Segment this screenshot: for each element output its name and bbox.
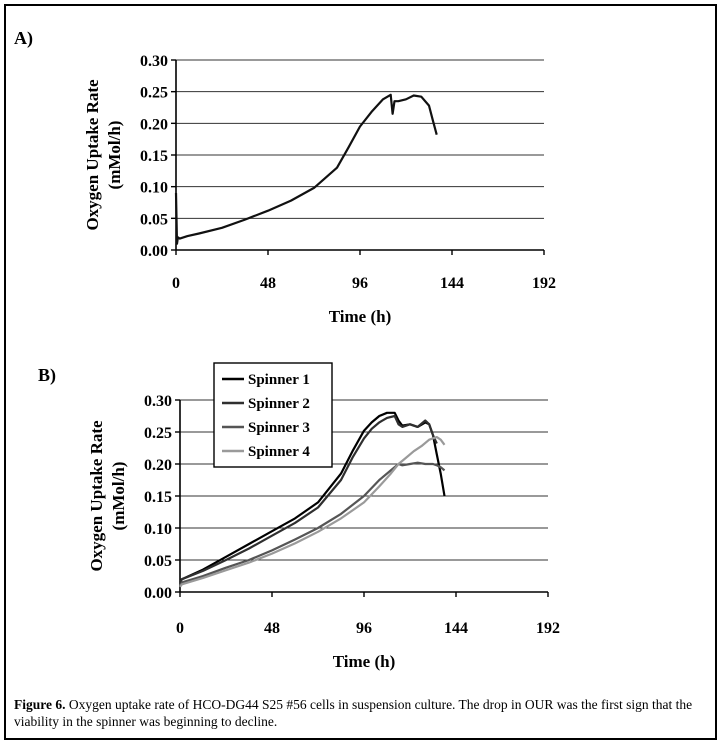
- chart-panel-a: A) 0.00 0.05 0.10 0.15 0.20 0.25 0.30 0 48 96 144 19…: [14, 28, 556, 326]
- x-tick-label: 144: [440, 275, 464, 292]
- y-axis-title: Oxygen Uptake Rate: [87, 420, 106, 572]
- legend-label: Spinner 4: [248, 444, 310, 460]
- x-tick-label: 0: [176, 620, 184, 637]
- series-line-1: [174, 93, 438, 245]
- legend-box: [213, 362, 333, 468]
- x-axis-title: Time (h): [329, 307, 392, 326]
- y-tick-label: 0.15: [144, 489, 172, 506]
- figure-frame: [4, 4, 717, 740]
- y-tick-label: 0.05: [140, 211, 168, 228]
- y-axis-title-group: Oxygen Uptake Rate (mMol/h): [87, 420, 128, 572]
- y-tick-label: 0.10: [144, 521, 172, 538]
- legend-label: Spinner 2: [248, 396, 310, 412]
- legend-label: Spinner 3: [248, 420, 310, 436]
- panel-label: B): [38, 365, 56, 386]
- y-tick-label: 0.20: [140, 116, 168, 133]
- figure-caption: Figure 6. Oxygen uptake rate of HCO-DG44…: [14, 696, 704, 730]
- y-tick-label: 0.00: [140, 243, 168, 260]
- y-tick-label: 0.15: [140, 148, 168, 165]
- y-axis-title-group: Oxygen Uptake Rate (mMol/h): [83, 79, 124, 231]
- x-tick-label: 0: [172, 275, 180, 292]
- series-line-spinner-4: [179, 436, 446, 588]
- x-tick-label: 48: [260, 275, 276, 292]
- y-axis-unit: (mMol/h): [109, 462, 128, 531]
- x-axis-title: Time (h): [333, 652, 396, 671]
- x-tick-label: 144: [444, 620, 468, 637]
- caption-text: Oxygen uptake rate of HCO-DG44 S25 #56 c…: [14, 697, 693, 729]
- legend-label: Spinner 1: [248, 372, 310, 388]
- y-tick-label: 0.10: [140, 180, 168, 197]
- y-axis-title: Oxygen Uptake Rate: [83, 79, 102, 231]
- y-tick-label: 0.30: [140, 53, 168, 70]
- series-line-spinner-2: [179, 414, 438, 583]
- x-tick-label: 96: [352, 275, 368, 292]
- x-tick-label: 96: [356, 620, 372, 637]
- y-axis-unit: (mMol/h): [105, 121, 124, 190]
- y-tick-label: 0.25: [140, 85, 168, 102]
- x-tick-label: 48: [264, 620, 280, 637]
- x-tick-label: 192: [536, 620, 560, 637]
- x-tick-label: 192: [532, 275, 556, 292]
- series-line-spinner-3: [179, 461, 446, 587]
- y-tick-label: 0.05: [144, 553, 172, 570]
- y-tick-label: 0.20: [144, 457, 172, 474]
- y-tick-label: 0.00: [144, 585, 172, 602]
- panel-label: A): [14, 28, 33, 49]
- chart-panel-b: B) 0.00 0.05 0.10 0.15 0.20 0.25 0.30 0 48 96 144 19…: [38, 362, 560, 671]
- caption-label: Figure 6.: [14, 697, 66, 712]
- y-tick-label: 0.25: [144, 425, 172, 442]
- y-tick-label: 0.30: [144, 393, 172, 410]
